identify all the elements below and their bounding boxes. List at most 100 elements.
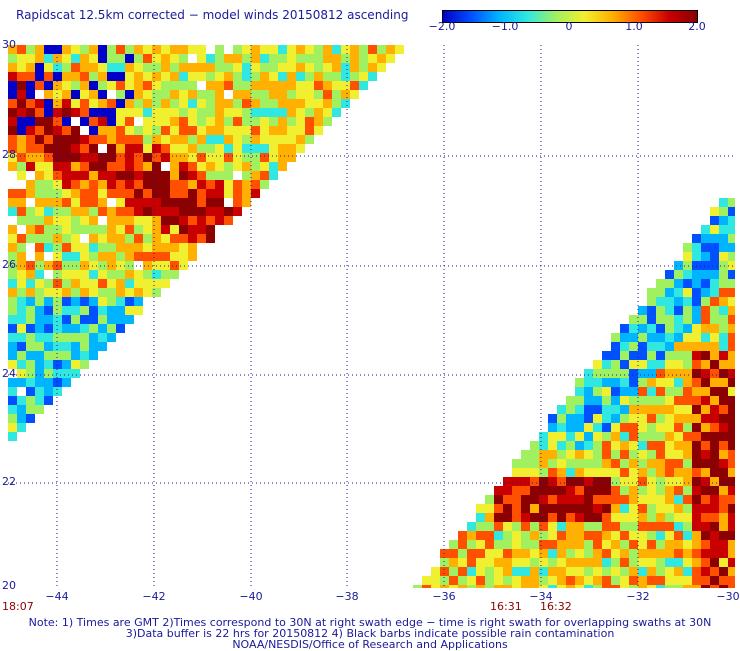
swath-cell	[602, 477, 611, 486]
swath-cell	[647, 306, 656, 315]
swath-cell	[62, 261, 71, 270]
swath-cell	[575, 513, 584, 522]
swath-cell	[494, 549, 503, 558]
swath-cell	[656, 495, 665, 504]
swath-cell	[629, 576, 638, 585]
swath-cell	[269, 108, 278, 117]
swath-cell	[260, 180, 269, 189]
swath-cell	[674, 531, 683, 540]
swath-cell	[620, 378, 629, 387]
swath-cell	[251, 81, 260, 90]
swath-cell	[539, 522, 548, 531]
swath-cell	[611, 486, 620, 495]
swath-cell	[701, 531, 710, 540]
swath-cell	[107, 288, 116, 297]
swath-cell	[134, 144, 143, 153]
swath-cell	[8, 396, 17, 405]
swath-cell	[107, 153, 116, 162]
swath-cell	[692, 396, 701, 405]
swath-cell	[566, 495, 575, 504]
swath-cell	[26, 234, 35, 243]
swath-cell	[161, 99, 170, 108]
swath-cell	[62, 216, 71, 225]
swath-cell	[674, 522, 683, 531]
swath-cell	[80, 198, 89, 207]
swath-cell	[692, 279, 701, 288]
swath-cell	[611, 396, 620, 405]
swath-cell	[728, 558, 735, 567]
swath-cell	[215, 180, 224, 189]
swath-cell	[638, 459, 647, 468]
swath-cell	[656, 333, 665, 342]
swath-cell	[98, 63, 107, 72]
swath-cell	[152, 126, 161, 135]
swath-cell	[98, 270, 107, 279]
swath-cell	[35, 135, 44, 144]
swath-cell	[71, 216, 80, 225]
swath-cell	[593, 405, 602, 414]
swath-cell	[44, 324, 53, 333]
swath-cell	[458, 549, 467, 558]
swath-cell	[665, 504, 674, 513]
swath-cell	[719, 414, 728, 423]
swath-cell	[728, 279, 735, 288]
swath-cell	[62, 54, 71, 63]
swath-cell	[701, 576, 710, 585]
swath-cell	[665, 342, 674, 351]
swath-cell	[224, 81, 233, 90]
swath-cell	[701, 252, 710, 261]
swath-cell	[728, 567, 735, 576]
swath-cell	[98, 198, 107, 207]
swath-cell	[665, 414, 674, 423]
swath-cell	[656, 351, 665, 360]
swath-cell	[134, 252, 143, 261]
swath-cell	[638, 549, 647, 558]
swath-cell	[485, 567, 494, 576]
swath-cell	[350, 81, 359, 90]
swath-cell	[584, 369, 593, 378]
swath-cell	[701, 387, 710, 396]
swath-cell	[98, 279, 107, 288]
swath-cell	[170, 171, 179, 180]
swath-cell	[422, 585, 431, 588]
swath-cell	[548, 576, 557, 585]
swath-cell	[17, 99, 26, 108]
swath-cell	[647, 351, 656, 360]
swath-cell	[53, 252, 62, 261]
swath-cell	[260, 144, 269, 153]
colorbar-tick: 0	[565, 20, 573, 33]
swath-cell	[602, 423, 611, 432]
swath-cell	[26, 45, 35, 54]
swath-cell	[296, 135, 305, 144]
swath-cell	[206, 225, 215, 234]
swath-cell	[125, 270, 134, 279]
swath-cell	[53, 288, 62, 297]
swath-cell	[44, 126, 53, 135]
swath-cell	[89, 342, 98, 351]
swath-cell	[710, 405, 719, 414]
swath-cell	[692, 342, 701, 351]
swath-cell	[188, 144, 197, 153]
swath-cell	[638, 405, 647, 414]
swath-cell	[719, 333, 728, 342]
swath-cell	[314, 45, 323, 54]
lat-label: 20	[2, 579, 16, 592]
swath-cell	[647, 468, 656, 477]
swath-cell	[305, 54, 314, 63]
swath-cell	[125, 243, 134, 252]
swath-cell	[728, 405, 735, 414]
swath-cell	[107, 243, 116, 252]
swath-cell	[611, 459, 620, 468]
swath-cell	[683, 459, 692, 468]
swath-cell	[530, 522, 539, 531]
swath-cell	[692, 468, 701, 477]
swath-cell	[305, 126, 314, 135]
swath-cell	[53, 270, 62, 279]
swath-cell	[98, 135, 107, 144]
swath-cell	[683, 270, 692, 279]
swath-cell	[701, 225, 710, 234]
swath-cell	[557, 531, 566, 540]
swath-cell	[53, 216, 62, 225]
swath-cell	[683, 495, 692, 504]
swath-cell	[530, 486, 539, 495]
